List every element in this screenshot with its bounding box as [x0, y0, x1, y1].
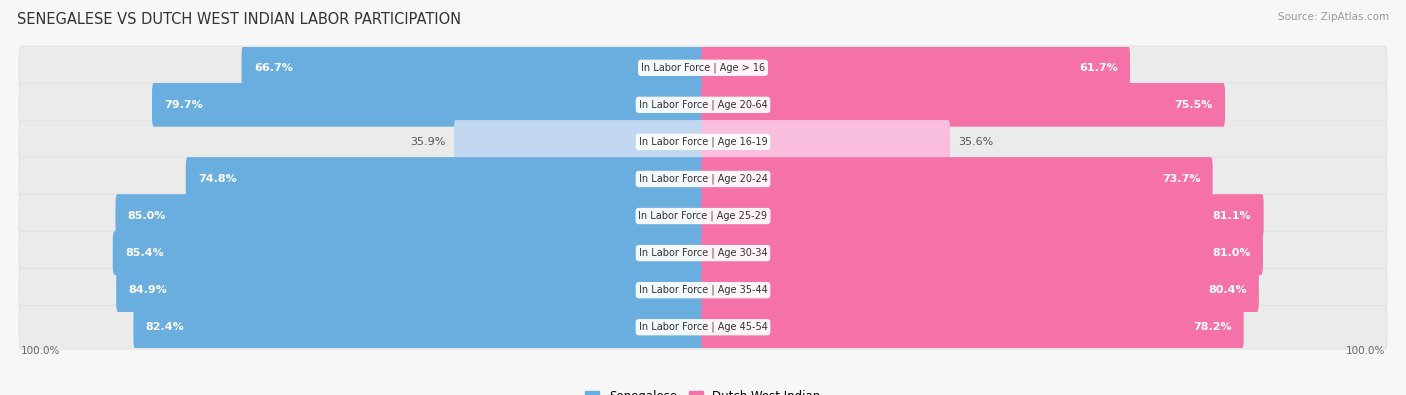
FancyBboxPatch shape [20, 305, 1386, 349]
Text: In Labor Force | Age 45-54: In Labor Force | Age 45-54 [638, 322, 768, 333]
Text: 66.7%: 66.7% [254, 63, 292, 73]
Text: 75.5%: 75.5% [1174, 100, 1213, 110]
FancyBboxPatch shape [702, 194, 1264, 238]
FancyBboxPatch shape [134, 305, 704, 349]
Text: 80.4%: 80.4% [1208, 285, 1247, 295]
Text: 61.7%: 61.7% [1078, 63, 1118, 73]
Text: In Labor Force | Age 20-24: In Labor Force | Age 20-24 [638, 174, 768, 184]
FancyBboxPatch shape [20, 268, 1386, 312]
Legend: Senegalese, Dutch West Indian: Senegalese, Dutch West Indian [581, 385, 825, 395]
FancyBboxPatch shape [20, 46, 1386, 90]
Text: 100.0%: 100.0% [1346, 346, 1385, 357]
Text: 85.4%: 85.4% [125, 248, 163, 258]
FancyBboxPatch shape [20, 194, 1386, 238]
Text: 81.0%: 81.0% [1212, 248, 1251, 258]
FancyBboxPatch shape [112, 231, 704, 275]
Text: 78.2%: 78.2% [1192, 322, 1232, 332]
Text: 74.8%: 74.8% [198, 174, 236, 184]
Text: In Labor Force | Age > 16: In Labor Force | Age > 16 [641, 62, 765, 73]
FancyBboxPatch shape [702, 268, 1258, 312]
Text: In Labor Force | Age 16-19: In Labor Force | Age 16-19 [638, 137, 768, 147]
Text: 100.0%: 100.0% [21, 346, 60, 357]
FancyBboxPatch shape [115, 194, 704, 238]
FancyBboxPatch shape [117, 268, 704, 312]
FancyBboxPatch shape [242, 46, 704, 90]
Text: SENEGALESE VS DUTCH WEST INDIAN LABOR PARTICIPATION: SENEGALESE VS DUTCH WEST INDIAN LABOR PA… [17, 12, 461, 27]
FancyBboxPatch shape [152, 83, 704, 127]
Text: In Labor Force | Age 35-44: In Labor Force | Age 35-44 [638, 285, 768, 295]
FancyBboxPatch shape [702, 305, 1244, 349]
Text: In Labor Force | Age 20-64: In Labor Force | Age 20-64 [638, 100, 768, 110]
Text: In Labor Force | Age 25-29: In Labor Force | Age 25-29 [638, 211, 768, 221]
Text: In Labor Force | Age 30-34: In Labor Force | Age 30-34 [638, 248, 768, 258]
FancyBboxPatch shape [20, 83, 1386, 127]
Text: 85.0%: 85.0% [128, 211, 166, 221]
FancyBboxPatch shape [702, 83, 1225, 127]
FancyBboxPatch shape [454, 120, 704, 164]
Text: 79.7%: 79.7% [165, 100, 202, 110]
FancyBboxPatch shape [20, 231, 1386, 275]
Text: Source: ZipAtlas.com: Source: ZipAtlas.com [1278, 12, 1389, 22]
FancyBboxPatch shape [702, 46, 1130, 90]
FancyBboxPatch shape [20, 120, 1386, 164]
Text: 81.1%: 81.1% [1213, 211, 1251, 221]
FancyBboxPatch shape [702, 157, 1212, 201]
Text: 35.6%: 35.6% [959, 137, 994, 147]
FancyBboxPatch shape [702, 231, 1263, 275]
Text: 35.9%: 35.9% [411, 137, 446, 147]
Text: 84.9%: 84.9% [128, 285, 167, 295]
Text: 73.7%: 73.7% [1161, 174, 1201, 184]
FancyBboxPatch shape [702, 120, 950, 164]
FancyBboxPatch shape [186, 157, 704, 201]
FancyBboxPatch shape [20, 157, 1386, 201]
Text: 82.4%: 82.4% [146, 322, 184, 332]
